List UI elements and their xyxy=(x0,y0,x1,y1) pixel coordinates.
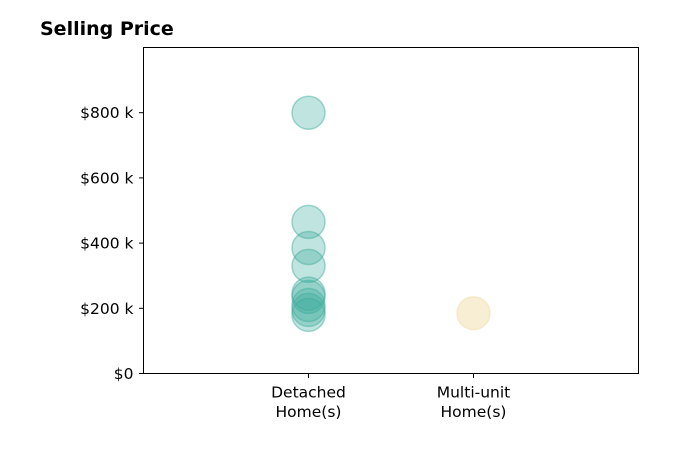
y-axis: $0 $200 k $400 k $600 k $800 k xyxy=(80,104,144,383)
y-tick-label: $800 k xyxy=(80,104,133,122)
x-tick-label: Multi-unit xyxy=(437,384,511,402)
y-tick-label: $200 k xyxy=(80,300,133,318)
y-tick-label: $400 k xyxy=(80,235,133,253)
data-points xyxy=(291,95,491,333)
data-point xyxy=(291,230,326,266)
y-tick-label: $600 k xyxy=(80,169,133,187)
data-point xyxy=(291,297,326,333)
data-point xyxy=(291,287,326,323)
data-point xyxy=(291,95,326,130)
data-point xyxy=(456,295,491,331)
y-tick-label: $0 xyxy=(114,365,134,383)
data-point xyxy=(291,292,326,328)
plot-frame xyxy=(143,47,639,374)
data-point xyxy=(291,276,326,311)
data-point xyxy=(291,248,326,284)
chart-title: Selling Price xyxy=(40,18,174,40)
x-tick-label: Detached xyxy=(271,384,346,402)
x-tick-label: Home(s) xyxy=(276,403,342,421)
x-tick-label: Home(s) xyxy=(441,403,507,421)
data-point xyxy=(291,279,326,315)
data-point xyxy=(291,204,326,240)
